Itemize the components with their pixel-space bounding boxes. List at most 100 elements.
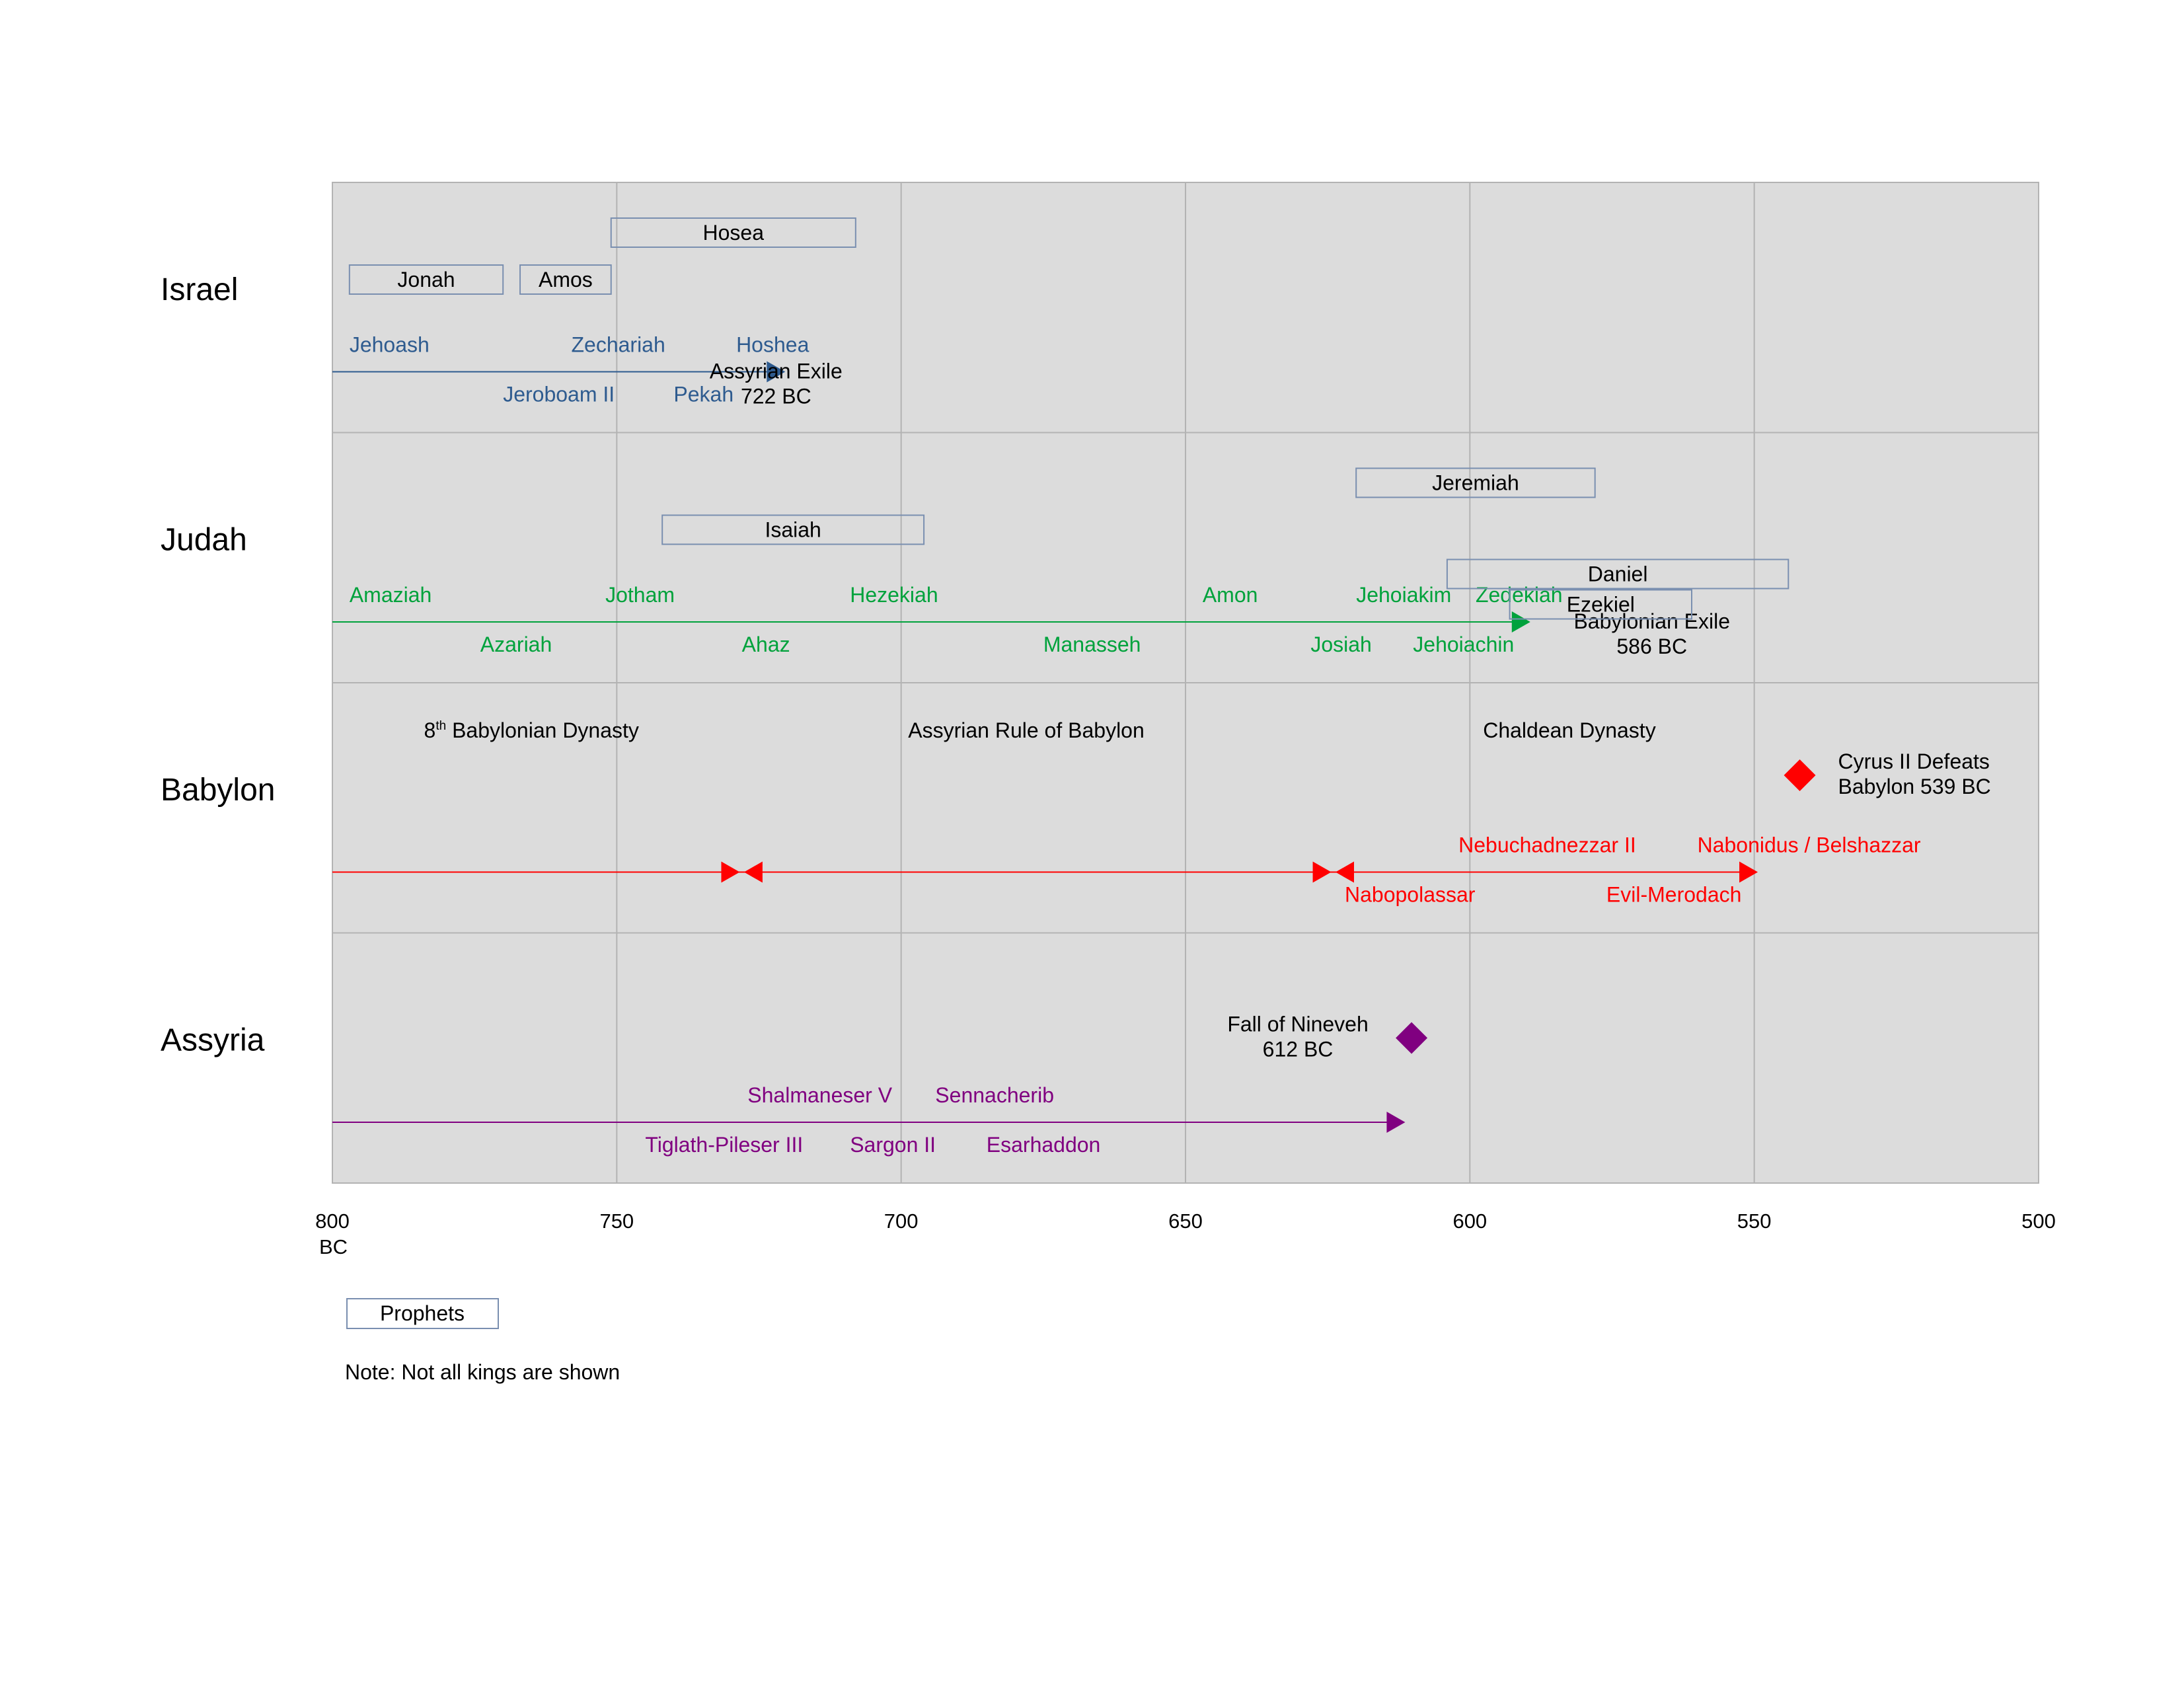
x-tick-label: 750 bbox=[599, 1209, 634, 1233]
gridlines bbox=[332, 182, 2039, 1183]
king-jotham: Jotham bbox=[605, 583, 675, 607]
event-label-line-2: 612 BC bbox=[1263, 1037, 1334, 1061]
era-boundary-marker bbox=[1312, 861, 1332, 883]
legend-prophets-box bbox=[346, 1298, 499, 1329]
x-tick-500: 500 bbox=[2021, 1209, 2056, 1233]
end-event-line-1: Assyrian Exile bbox=[710, 360, 843, 383]
king-sargon-ii: Sargon II bbox=[850, 1133, 936, 1157]
x-tick-label: 700 bbox=[884, 1209, 919, 1233]
x-tick-700: 700 bbox=[884, 1209, 919, 1233]
era-boundary-marker bbox=[1739, 861, 1758, 883]
x-tick-600: 600 bbox=[1452, 1209, 1487, 1233]
king-zedekiah: Zedekiah bbox=[1476, 583, 1563, 607]
prophet-box bbox=[1355, 467, 1596, 498]
end-arrow-marker bbox=[767, 361, 786, 383]
king-jehoash: Jehoash bbox=[350, 333, 430, 357]
prophet-label: Jeremiah bbox=[1432, 471, 1519, 495]
king-manasseh: Manasseh bbox=[1043, 633, 1141, 656]
king-amon: Amon bbox=[1203, 583, 1258, 607]
row-label-assyria: Assyria bbox=[161, 1022, 265, 1057]
dynasty-assyrian-rule-of-babylon: Assyrian Rule of Babylon bbox=[908, 718, 1145, 742]
prophet-label: Daniel bbox=[1588, 562, 1648, 586]
prophet-box bbox=[519, 264, 612, 295]
prophet-hosea: Hosea bbox=[610, 217, 856, 248]
prophet-box bbox=[661, 514, 925, 545]
x-tick-650: 650 bbox=[1168, 1209, 1203, 1233]
king-azariah: Azariah bbox=[480, 633, 552, 656]
king-esarhaddon: Esarhaddon bbox=[987, 1133, 1101, 1157]
prophet-jonah: Jonah bbox=[348, 264, 504, 295]
event-diamond-marker bbox=[1396, 1022, 1428, 1054]
footnote: Note: Not all kings are shown bbox=[345, 1360, 620, 1384]
king-nabonidus-belshazzar: Nabonidus / Belshazzar bbox=[1698, 833, 1921, 857]
prophet-box bbox=[610, 217, 856, 248]
prophet-box bbox=[348, 264, 504, 295]
prophet-label: Ezekiel bbox=[1567, 593, 1635, 617]
prophet-amos: Amos bbox=[519, 264, 612, 295]
end-event-line-1: Babylonian Exile bbox=[1573, 609, 1730, 633]
prophet-label: Jonah bbox=[397, 268, 455, 291]
x-tick-label: 550 bbox=[1737, 1209, 1772, 1233]
dynasty-chaldean-dynasty: Chaldean Dynasty bbox=[1483, 718, 1655, 742]
prophet-jeremiah: Jeremiah bbox=[1355, 467, 1596, 498]
x-tick-label: 800 bbox=[315, 1209, 350, 1233]
end-event-line-2: 722 BC bbox=[741, 385, 811, 408]
end-arrow-marker bbox=[1386, 1112, 1406, 1133]
king-hoshea: Hoshea bbox=[736, 333, 810, 357]
king-jeroboam-ii: Jeroboam II bbox=[503, 383, 615, 406]
prophet-isaiah: Isaiah bbox=[661, 514, 925, 545]
king-pekah: Pekah bbox=[673, 383, 734, 406]
king-nebuchadnezzar-ii: Nebuchadnezzar II bbox=[1458, 833, 1636, 857]
king-ahaz: Ahaz bbox=[742, 633, 790, 656]
timeline-rows: Israel Jehoash Zechariah Hoshea Jeroboam II P… bbox=[161, 217, 1991, 1157]
king-tiglath-pileser-iii: Tiglath-Pileser III bbox=[645, 1133, 803, 1157]
event-label-line-2: Babylon 539 BC bbox=[1838, 775, 1991, 798]
row-israel: Israel Jehoash Zechariah Hoshea Jeroboam II P… bbox=[161, 217, 856, 408]
row-judah: Judah Amaziah Jotham Hezekiah Amon Jehoiakim Z… bbox=[161, 467, 1789, 658]
row-babylon: Babylon Nebuchadnezzar II Nabonidus / Bels… bbox=[161, 718, 1991, 907]
king-sennacherib: Sennacherib bbox=[935, 1083, 1054, 1107]
prophet-label: Amos bbox=[539, 268, 593, 291]
end-arrow-marker bbox=[1511, 611, 1530, 633]
era-boundary-marker bbox=[1335, 861, 1354, 883]
king-nabopolassar: Nabopolassar bbox=[1345, 883, 1476, 907]
prophet-label: Hosea bbox=[703, 221, 765, 245]
x-tick-label: 500 bbox=[2021, 1209, 2056, 1233]
king-josiah: Josiah bbox=[1310, 633, 1372, 656]
event-label-line-1: Fall of Nineveh bbox=[1227, 1012, 1368, 1036]
prophet-ezekiel: Ezekiel bbox=[1509, 589, 1692, 620]
dynasty-babylonian-dynasty: 8th Babylonian Dynasty bbox=[424, 718, 639, 742]
prophet-box bbox=[1509, 589, 1692, 620]
x-tick-sublabel: BC bbox=[319, 1235, 348, 1258]
king-shalmaneser-v: Shalmaneser V bbox=[747, 1083, 892, 1107]
x-tick-label: 600 bbox=[1452, 1209, 1487, 1233]
legend: Prophets bbox=[346, 1298, 499, 1329]
king-zechariah: Zechariah bbox=[571, 333, 665, 357]
row-assyria: Assyria Shalmaneser V Sennacherib Tiglath-P… bbox=[161, 1012, 1428, 1157]
event-diamond-marker bbox=[1784, 759, 1816, 792]
king-evil-merodach: Evil-Merodach bbox=[1606, 883, 1742, 907]
x-tick-label: 650 bbox=[1168, 1209, 1203, 1233]
king-amaziah: Amaziah bbox=[350, 583, 432, 607]
row-label-israel: Israel bbox=[161, 272, 238, 307]
king-jehoiachin: Jehoiachin bbox=[1413, 633, 1514, 656]
x-tick-550: 550 bbox=[1737, 1209, 1772, 1233]
king-jehoiakim: Jehoiakim bbox=[1356, 583, 1451, 607]
prophet-label: Isaiah bbox=[765, 518, 821, 542]
end-event-line-2: 586 BC bbox=[1616, 634, 1687, 658]
prophet-daniel: Daniel bbox=[1446, 558, 1789, 590]
row-label-judah: Judah bbox=[161, 522, 247, 557]
legend-prophets-label: Prophets bbox=[380, 1301, 465, 1325]
era-boundary-marker bbox=[743, 861, 763, 883]
event-label-line-1: Cyrus II Defeats bbox=[1838, 749, 1990, 773]
row-label-babylon: Babylon bbox=[161, 773, 275, 808]
king-hezekiah: Hezekiah bbox=[850, 583, 938, 607]
x-tick-750: 750 bbox=[599, 1209, 634, 1233]
